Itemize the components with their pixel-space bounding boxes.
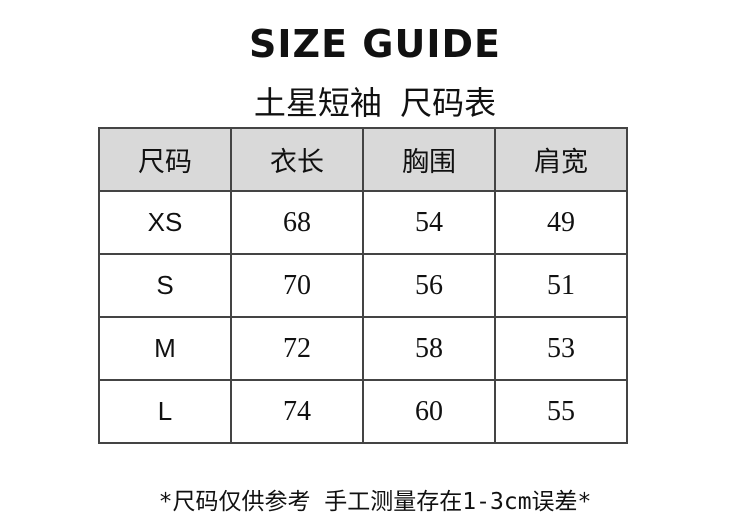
cell-size: L xyxy=(98,379,232,444)
cell-length: 68 xyxy=(230,190,364,255)
cell-shoulder: 49 xyxy=(494,190,628,255)
table-row: M 72 58 53 xyxy=(98,316,628,381)
page-subtitle: 土星短袖 尺码表 xyxy=(253,84,497,122)
header-shoulder: 肩宽 xyxy=(494,127,628,192)
header-size: 尺码 xyxy=(98,127,232,192)
header-chest: 胸围 xyxy=(362,127,496,192)
table-row: XS 68 54 49 xyxy=(98,190,628,255)
table-header-row: 尺码 衣长 胸围 肩宽 xyxy=(98,127,628,192)
page-title: SIZE GUIDE xyxy=(249,22,501,66)
cell-shoulder: 51 xyxy=(494,253,628,318)
size-table: 尺码 衣长 胸围 肩宽 XS 68 54 49 S 70 56 51 M 72 58 53 L 74 60 5… xyxy=(98,127,628,444)
cell-length: 72 xyxy=(230,316,364,381)
cell-size: XS xyxy=(98,190,232,255)
cell-chest: 58 xyxy=(362,316,496,381)
header-length: 衣长 xyxy=(230,127,364,192)
cell-chest: 54 xyxy=(362,190,496,255)
cell-chest: 56 xyxy=(362,253,496,318)
cell-chest: 60 xyxy=(362,379,496,444)
table-row: L 74 60 55 xyxy=(98,379,628,444)
table-row: S 70 56 51 xyxy=(98,253,628,318)
measurement-note: *尺码仅供参考 手工测量存在1-3cm误差* xyxy=(158,489,592,515)
cell-shoulder: 55 xyxy=(494,379,628,444)
cell-shoulder: 53 xyxy=(494,316,628,381)
cell-size: M xyxy=(98,316,232,381)
cell-length: 74 xyxy=(230,379,364,444)
cell-size: S xyxy=(98,253,232,318)
cell-length: 70 xyxy=(230,253,364,318)
